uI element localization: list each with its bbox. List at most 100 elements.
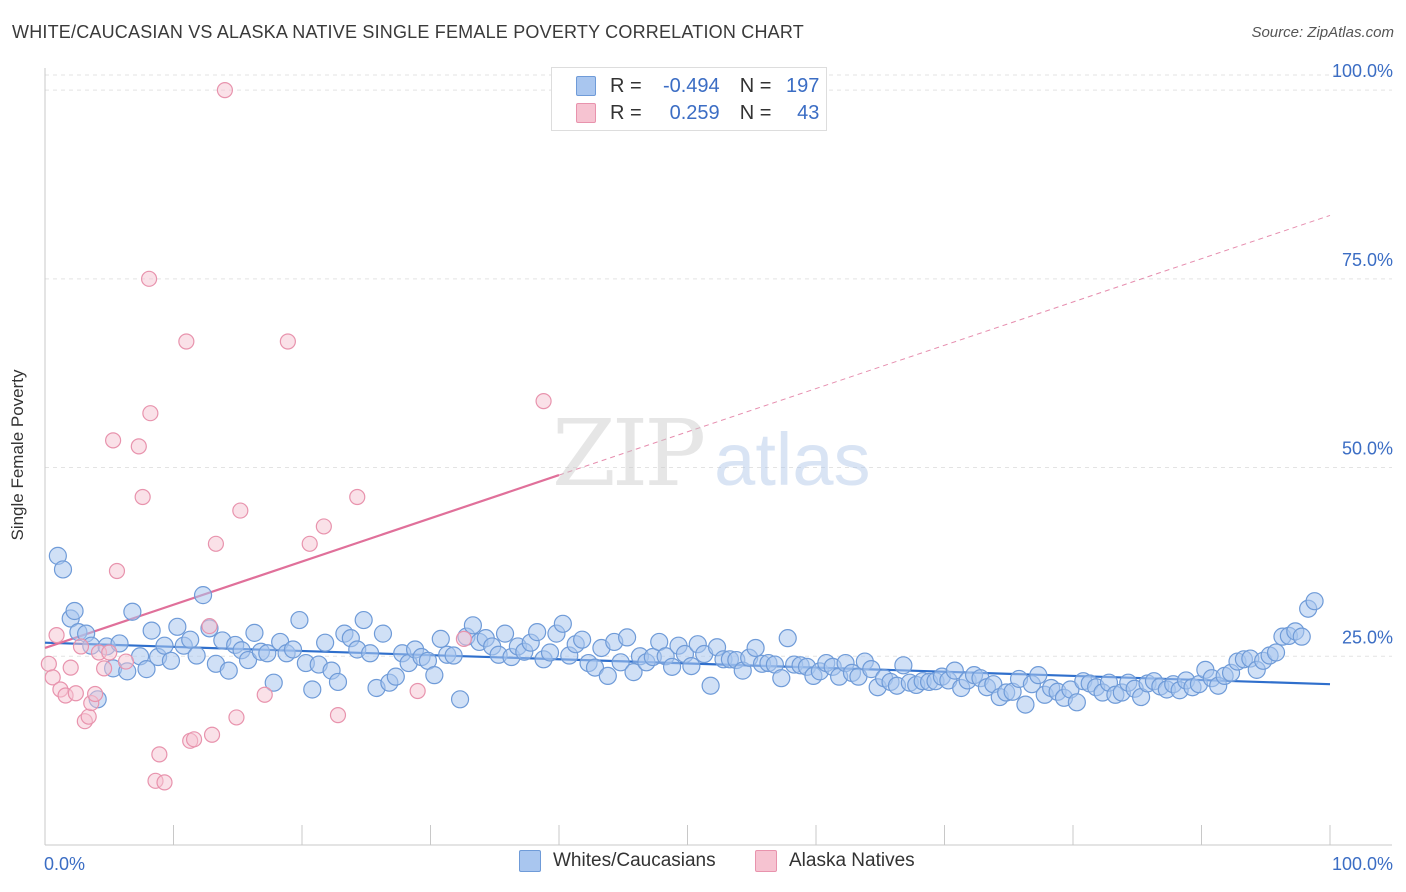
data-point-alaska [48,627,65,644]
data-point-alaska [87,685,104,703]
data-point-whites [316,633,335,652]
data-point-alaska [108,562,126,580]
series-alaska-natives [40,81,552,791]
data-point-whites [444,646,463,665]
data-point-alaska [329,707,347,724]
data-point-whites [425,666,444,685]
data-point-alaska [535,393,552,410]
data-point-whites [573,630,592,649]
data-point-whites [142,621,161,640]
data-point-alaska [105,432,122,449]
chart-title: WHITE/CAUCASIAN VS ALASKA NATIVE SINGLE … [12,22,804,42]
data-point-alaska [156,774,173,791]
x-tick-label: 100.0% [1332,854,1393,874]
y-tick-label: 50.0% [1342,439,1393,459]
data-point-alaska [40,655,57,672]
data-point-alaska [80,708,97,725]
data-point-alaska [140,270,158,287]
data-point-alaska [301,535,318,552]
legend-item-whites[interactable]: Whites/Caucasians [519,850,716,872]
data-point-whites [598,666,617,686]
data-point-whites [219,661,238,680]
legend-item-alaska[interactable]: Alaska Natives [755,850,915,872]
data-point-whites [1029,666,1048,685]
data-point-alaska [216,81,233,99]
data-point-alaska [256,686,273,703]
legend-label: Alaska Natives [789,850,915,871]
data-point-alaska [142,405,159,422]
trend-lines [44,214,1331,686]
data-point-whites [328,672,348,692]
data-point-whites [181,630,200,649]
data-point-whites [1067,693,1086,712]
n-label: N = [739,74,772,97]
data-point-whites [1266,643,1286,662]
data-point-alaska [203,726,221,743]
data-point-alaska [207,535,225,552]
r-value: 0.259 [669,101,720,124]
data-point-whites [618,628,637,647]
data-point-whites [123,602,142,621]
r-value: -0.494 [662,74,720,97]
data-point-whites [386,667,405,686]
data-point-alaska [44,669,61,686]
n-value: 43 [797,101,820,124]
data-point-alaska [455,630,473,648]
legend-label: Whites/Caucasians [553,850,716,871]
data-point-alaska [315,518,332,535]
data-point-whites [193,586,213,605]
y-tick-label: 75.0% [1342,250,1393,270]
data-point-alaska [130,438,147,455]
data-point-whites [662,657,682,676]
legend-row-whites: R = -0.494 N = 197 [576,73,819,99]
series-whites-caucasians [48,546,1324,714]
blue-swatch [519,850,541,872]
axes [44,68,1392,846]
data-point-alaska [62,659,79,676]
data-point-alaska [228,709,245,726]
data-point-whites [283,640,303,659]
data-point-whites [354,610,373,630]
r-label: R = [610,101,642,124]
data-point-whites [245,623,264,642]
y-tick-label: 100.0% [1332,61,1393,81]
data-point-whites [65,601,84,621]
data-point-whites [778,629,797,648]
tick-labels: 25.0% 50.0% 75.0% 100.0% 0.0% 100.0% [44,61,1393,874]
legend-row-alaska: R = 0.259 N = 43 [576,100,819,126]
data-point-whites [53,560,73,579]
data-point-whites [238,650,258,670]
data-point-whites [137,660,156,679]
data-point-alaska [178,333,195,350]
data-point-whites [553,614,572,633]
pink-swatch [755,850,777,872]
data-point-alaska [67,685,84,702]
data-point-whites [772,669,791,688]
data-point-alaska [185,731,203,748]
data-point-whites [187,646,206,665]
data-point-alaska [201,617,218,635]
data-point-whites [361,644,380,663]
blue-swatch [576,76,596,96]
trend-line-alaska-extrapolated [558,214,1331,476]
pink-swatch [576,103,596,123]
data-point-whites [701,676,720,695]
data-point-whites [1016,695,1035,714]
data-point-whites [450,690,470,709]
data-point-whites [264,673,283,692]
y-axis-label: Single Female Poverty [8,369,27,541]
data-point-whites [373,624,393,643]
data-point-alaska [134,488,151,506]
data-point-whites [746,638,765,658]
data-point-alaska [279,333,296,350]
data-point-whites [168,617,187,636]
r-label: R = [610,74,642,97]
x-tick-label: 0.0% [44,854,85,874]
data-point-whites [258,644,277,663]
data-point-whites [303,680,322,699]
data-point-whites [1305,592,1324,611]
data-point-alaska [72,638,90,655]
n-label: N = [739,101,772,124]
n-value: 197 [786,74,820,97]
